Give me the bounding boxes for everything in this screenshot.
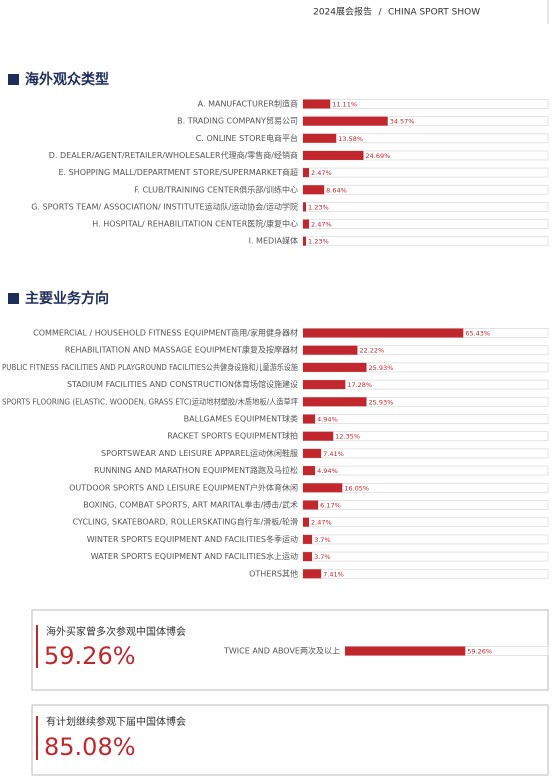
value-label: 2.47% bbox=[311, 169, 332, 177]
value-label: 2.47% bbox=[311, 221, 332, 229]
bar-track bbox=[302, 414, 549, 424]
value-label: 25.93% bbox=[369, 364, 394, 372]
section-title: 主要业务方向 bbox=[25, 290, 109, 307]
category-label: WINTER SPORTS EQUIPMENT AND FACILITIES冬季… bbox=[87, 534, 298, 544]
header-report: 2024展会报告 bbox=[313, 6, 372, 18]
category-label: D. DEALER/AGENT/RETAILER/WHOLESALER代理商/零… bbox=[49, 150, 298, 160]
bar bbox=[303, 431, 334, 441]
category-label: CYCLING, SKATEBOARD, ROLLERSKATING自行车/滑板… bbox=[72, 517, 298, 527]
value-label: 25.93% bbox=[369, 398, 394, 406]
bar bbox=[303, 168, 310, 178]
bar bbox=[303, 500, 319, 510]
value-label: 3.7% bbox=[314, 536, 331, 544]
value-label: 6.17% bbox=[320, 502, 341, 510]
bar-track bbox=[302, 201, 549, 212]
callout-text: 有计划继续参观下届中国体博会 bbox=[46, 715, 186, 728]
value-label: 34.57% bbox=[390, 118, 415, 126]
callout-figure: 85.08% bbox=[44, 733, 136, 761]
value-label: 24.69% bbox=[365, 152, 390, 160]
category-label: F. CLUB/TRAINING CENTER俱乐部/训练中心 bbox=[134, 184, 298, 194]
category-label: SPORTS FLOORING (ELASTIC, WOODEN, GRASS … bbox=[2, 396, 298, 406]
header-show: CHINA SPORT SHOW bbox=[388, 8, 480, 18]
category-label: OTHERS其他 bbox=[249, 568, 298, 578]
category-label: WATER SPORTS EQUIPMENT AND FACILITIES水上运… bbox=[91, 551, 298, 561]
bar bbox=[303, 552, 313, 562]
category-label: COMMERCIAL / HOUSEHOLD FITNESS EQUIPMENT… bbox=[33, 328, 298, 338]
category-label: I. MEDIA媒体 bbox=[249, 236, 298, 246]
value-label: 2.47% bbox=[311, 519, 332, 527]
value-label: 4.94% bbox=[317, 416, 338, 424]
bar bbox=[303, 150, 364, 160]
bar-track bbox=[302, 236, 549, 247]
section-title: 海外观众类型 bbox=[25, 71, 109, 88]
bar-track bbox=[302, 219, 549, 229]
callout-box bbox=[31, 704, 549, 776]
bar-track bbox=[302, 551, 549, 562]
bar bbox=[303, 185, 325, 195]
category-label: C. ONLINE STORE电商平台 bbox=[196, 133, 298, 143]
category-label: BOXING, COMBAT SPORTS, ART MARITAL拳击/搏击/… bbox=[83, 500, 298, 510]
category-label: RACKET SPORTS EQUIPMENT球拍 bbox=[167, 431, 298, 441]
category-label: RUNNING AND MARATHON EQUIPMENT路跑及马拉松 bbox=[94, 465, 298, 475]
bar bbox=[303, 345, 358, 355]
bar bbox=[303, 466, 316, 476]
value-label: 7.41% bbox=[323, 450, 344, 458]
value-label: 1.23% bbox=[308, 238, 329, 246]
bar bbox=[303, 362, 367, 372]
bar bbox=[303, 534, 313, 544]
value-label: 22.22% bbox=[359, 347, 384, 355]
category-label: BALLGAMES EQUIPMENT球类 bbox=[184, 414, 298, 424]
category-label: PUBLIC FITNESS FACILITIES AND PLAYGROUND… bbox=[2, 362, 298, 372]
bar-track bbox=[302, 167, 549, 178]
category-label: TWICE AND ABOVE两次及以上 bbox=[223, 646, 340, 656]
callout-text: 海外买家曾多次参观中国体博会 bbox=[46, 625, 186, 638]
bar bbox=[303, 483, 343, 493]
bar-track bbox=[302, 534, 549, 545]
bar bbox=[345, 646, 466, 656]
bar bbox=[303, 414, 316, 424]
section-marker bbox=[8, 293, 19, 304]
value-label: 12.35% bbox=[335, 433, 360, 441]
value-label: 59.26% bbox=[467, 648, 492, 656]
value-label: 8.64% bbox=[326, 186, 347, 194]
value-label: 7.41% bbox=[323, 570, 344, 578]
bar bbox=[303, 397, 367, 407]
category-label: OUTDOOR SPORTS AND LEISURE EQUIPMENT户外体育… bbox=[69, 482, 298, 492]
value-label: 16.05% bbox=[344, 484, 369, 492]
header-separator: / bbox=[378, 8, 382, 18]
bar bbox=[303, 380, 346, 390]
bar bbox=[303, 116, 388, 126]
category-label: SPORTSWEAR AND LEISURE APPAREL运动休闲鞋服 bbox=[101, 448, 298, 458]
bar bbox=[303, 236, 307, 246]
value-label: 65.43% bbox=[465, 330, 490, 338]
value-label: 1.23% bbox=[308, 203, 329, 211]
bar-track bbox=[302, 517, 549, 528]
value-label: 4.94% bbox=[317, 467, 338, 475]
bar bbox=[303, 448, 322, 458]
bar bbox=[303, 328, 464, 338]
category-label: H. HOSPITAL/ REHABILITATION CENTER医院/康复中… bbox=[92, 219, 298, 229]
callout-figure: 59.26% bbox=[44, 642, 136, 670]
value-label: 17.28% bbox=[347, 381, 372, 389]
bar bbox=[303, 202, 307, 212]
bar bbox=[303, 517, 310, 527]
category-label: B. TRADING COMPANY贸易公司 bbox=[177, 116, 298, 126]
bar bbox=[303, 133, 337, 143]
bar-track bbox=[302, 465, 549, 476]
category-label: E. SHOPPING MALL/DEPARTMENT STORE/SUPERM… bbox=[58, 167, 298, 177]
category-label: REHABILITATION AND MASSAGE EQUIPMENT康复及按… bbox=[65, 345, 298, 355]
category-label: STADIUM FACILITIES AND CONSTRUCTION体育场馆设… bbox=[67, 379, 298, 389]
category-label: G. SPORTS TEAM/ ASSOCIATION/ INSTITUTE运动… bbox=[31, 201, 298, 211]
section-marker bbox=[8, 74, 19, 85]
value-label: 13.58% bbox=[338, 135, 363, 143]
value-label: 11.11% bbox=[332, 101, 357, 109]
category-label: A. MANUFACTURER制造商 bbox=[198, 99, 298, 109]
value-label: 3.7% bbox=[314, 553, 331, 561]
bar bbox=[303, 569, 322, 579]
bar bbox=[303, 219, 310, 229]
bar bbox=[303, 99, 331, 109]
